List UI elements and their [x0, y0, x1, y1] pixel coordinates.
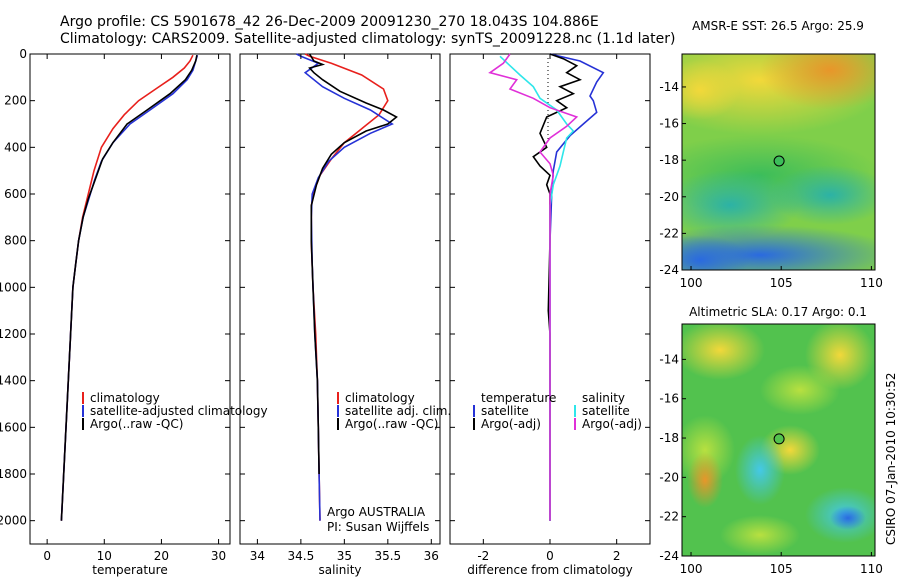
y-tick-label: 600	[4, 187, 27, 201]
x-tick-label: 34	[250, 549, 265, 563]
map-y-tick-label: -22	[659, 510, 679, 524]
legend-label: Argo(-adj)	[582, 417, 642, 431]
map-y-tick-label: -22	[659, 226, 679, 240]
map-y-tick-label: -18	[659, 153, 679, 167]
legend-label: Argo(-adj)	[481, 417, 541, 431]
map-y-tick-label: -18	[659, 431, 679, 445]
profile-axes: 0 10 20 30020040060080010001200140016001800…	[0, 47, 650, 563]
map-x-tick-label: 110	[860, 276, 883, 290]
legend-heading-salinity: salinity	[582, 391, 625, 405]
map-y-tick-label: -24	[659, 263, 679, 277]
map-y-tick-label: -20	[659, 470, 679, 484]
sst-map-axes: 100 105 110 -14 -16 -18 -20 -22 -24	[659, 80, 882, 290]
map-y-tick-label: -16	[659, 392, 679, 406]
sst-argo-location-marker	[773, 155, 785, 167]
sst-map-frame	[681, 53, 876, 271]
temperature-panel-frame	[29, 53, 231, 545]
map-x-tick-label: 110	[860, 562, 883, 576]
salinity-series-blue	[296, 53, 394, 521]
legend-label: climatology	[90, 391, 160, 405]
difference-series-magenta	[488, 53, 579, 521]
y-tick-label: 2000	[0, 514, 27, 528]
map-y-tick-label: -14	[659, 352, 679, 366]
map-x-tick-label: 100	[680, 276, 703, 290]
salinity-legend: climatology satellite adj. clim. Argo(..…	[337, 391, 451, 431]
salinity-series-black	[308, 53, 398, 475]
salinity-panel-frame	[239, 53, 441, 545]
header-line-2: Climatology: CARS2009. Satellite-adjuste…	[60, 31, 675, 47]
header-line-1: Argo profile: CS 5901678_42 26-Dec-2009 …	[60, 14, 599, 30]
map-y-tick-label: -20	[659, 190, 679, 204]
x-tick-label: 0	[546, 549, 554, 563]
map-x-tick-label: 100	[680, 562, 703, 576]
legend-label: satellite-adjusted climatology	[90, 404, 268, 418]
pi-annotation: PI: Susan Wijffels	[327, 520, 429, 534]
legend-label: Argo(..raw -QC)	[90, 417, 183, 431]
sla-map-frame	[681, 323, 876, 557]
temperature-series-black	[60, 55, 198, 521]
x-tick-label: -2	[477, 549, 489, 563]
map-y-tick-label: -16	[659, 117, 679, 131]
x-tick-label: 20	[154, 549, 169, 563]
temperature-legend: climatology satellite-adjusted climatolo…	[82, 391, 268, 431]
x-tick-label: 35	[337, 549, 352, 563]
argo-australia-annotation: Argo AUSTRALIA	[327, 505, 426, 519]
sst-heatmap	[682, 54, 875, 270]
csiro-timestamp: CSIRO 07-Jan-2010 10:30:52	[884, 373, 898, 545]
difference-xlabel: difference from climatology	[467, 563, 633, 577]
y-tick-label: 1800	[0, 467, 27, 481]
profile-curves	[60, 53, 605, 521]
difference-series-black	[532, 53, 582, 521]
sla-map-title: Altimetric SLA: 0.17 Argo: 0.1	[689, 305, 867, 319]
map-y-tick-label: -14	[659, 80, 679, 94]
legend-label: climatology	[345, 391, 415, 405]
x-tick-label: 30	[211, 549, 226, 563]
x-tick-label: 35.5	[374, 549, 401, 563]
difference-legend: temperature satellite Argo(-adj) salinit…	[473, 391, 642, 431]
sla-map-axes: 100 105 110 -14 -16 -18 -20 -22 -24	[659, 352, 882, 576]
x-tick-label: 34.5	[288, 549, 315, 563]
map-y-tick-label: -24	[659, 549, 679, 563]
temperature-series-blue	[60, 54, 199, 521]
y-tick-label: 1000	[0, 280, 27, 294]
legend-label: satellite	[582, 404, 630, 418]
map-x-tick-label: 105	[770, 562, 793, 576]
y-tick-label: 200	[4, 94, 27, 108]
temperature-xlabel: temperature	[92, 563, 167, 577]
x-tick-label: 0	[43, 549, 51, 563]
y-tick-label: 0	[19, 47, 27, 61]
legend-label: satellite adj. clim.	[345, 404, 451, 418]
x-tick-label: 10	[97, 549, 112, 563]
y-tick-label: 1400	[0, 374, 27, 388]
x-tick-label: 2	[613, 549, 621, 563]
salinity-series-red	[304, 53, 389, 521]
y-tick-label: 400	[4, 140, 27, 154]
sla-argo-location-marker	[773, 433, 785, 445]
legend-label: satellite	[481, 404, 529, 418]
difference-series-cyan	[499, 55, 575, 521]
map-x-tick-label: 105	[770, 276, 793, 290]
x-tick-label: 36	[424, 549, 439, 563]
salinity-xlabel: salinity	[318, 563, 361, 577]
legend-heading-temperature: temperature	[481, 391, 556, 405]
y-tick-label: 800	[4, 234, 27, 248]
legend-label: Argo(..raw -QC)	[345, 417, 438, 431]
y-tick-label: 1600	[0, 420, 27, 434]
sst-map-title: AMSR-E SST: 26.5 Argo: 25.9	[692, 19, 864, 33]
y-tick-label: 1200	[0, 327, 27, 341]
difference-series-blue	[549, 53, 605, 521]
